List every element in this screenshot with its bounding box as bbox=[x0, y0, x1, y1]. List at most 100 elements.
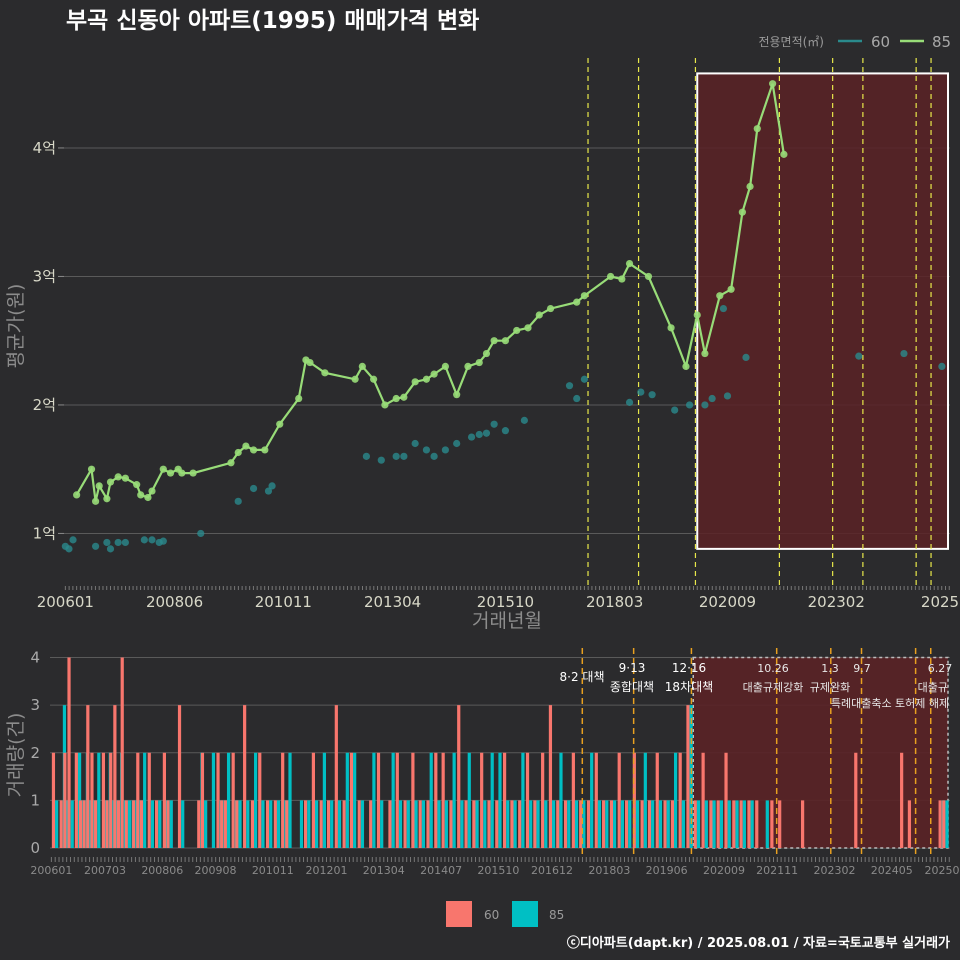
volume-bar-85 bbox=[315, 800, 319, 848]
series-85-point bbox=[727, 285, 735, 293]
series-85-point bbox=[441, 362, 449, 370]
series-85-point bbox=[121, 474, 129, 482]
volume-bar-85 bbox=[353, 752, 357, 848]
recent-period-highlight bbox=[696, 72, 949, 550]
volume-bar-60 bbox=[200, 752, 205, 848]
series-85-point bbox=[358, 362, 366, 370]
volume-bar-85 bbox=[765, 800, 769, 848]
volume-bar-85 bbox=[460, 800, 464, 848]
volume-bar-85 bbox=[475, 800, 479, 848]
volume-bar-60 bbox=[67, 657, 71, 848]
volume-x-tick-label: 201803 bbox=[588, 864, 630, 877]
highlight-box bbox=[696, 72, 949, 550]
series-85-point bbox=[667, 324, 675, 332]
series-85-point bbox=[693, 311, 701, 319]
volume-bar-60 bbox=[942, 800, 946, 848]
price-x-tick-label: 200806 bbox=[146, 593, 203, 611]
volume-bar-85 bbox=[211, 752, 216, 848]
series-60-point bbox=[268, 482, 276, 490]
volume-bar-60 bbox=[541, 752, 545, 848]
volume-bar-60 bbox=[441, 752, 445, 848]
volume-panel: 8·2 대책 9·13 종합대책 12·16 18차대책 10.26 대출규제강화 1.3 규제… bbox=[30, 648, 960, 877]
volume-bar-60 bbox=[434, 752, 438, 848]
volume-bar-60 bbox=[285, 800, 289, 848]
series-60-point bbox=[685, 401, 694, 409]
volume-bar-85 bbox=[567, 800, 571, 848]
volume-bar-60 bbox=[563, 800, 568, 848]
volume-bar-60 bbox=[778, 800, 782, 848]
volume-bar-85 bbox=[506, 800, 510, 848]
series-60-point bbox=[121, 538, 129, 547]
volume-bar-85 bbox=[269, 800, 273, 848]
legend-title: 전용면적(㎡) bbox=[758, 35, 824, 49]
volume-y-axis-label: 거래량(건) bbox=[5, 713, 27, 798]
series-85-point bbox=[513, 326, 521, 335]
series-85-point bbox=[501, 337, 510, 345]
volume-bar-60 bbox=[113, 705, 117, 848]
volume-bar-85 bbox=[673, 752, 678, 848]
price-series bbox=[61, 80, 946, 553]
series-85-point bbox=[249, 446, 258, 454]
series-85-point bbox=[430, 370, 438, 378]
volume-bar-85 bbox=[398, 800, 403, 848]
volume-bar-60 bbox=[223, 800, 227, 848]
series-60-point bbox=[430, 452, 438, 460]
volume-bar-85 bbox=[444, 800, 448, 848]
series-60-point bbox=[103, 538, 111, 547]
volume-bar-60 bbox=[586, 800, 591, 848]
series-60-point bbox=[637, 388, 645, 396]
volume-bar-85 bbox=[628, 800, 632, 848]
price-y-axis-label: 평균가(원) bbox=[5, 284, 27, 369]
volume-bar-60 bbox=[319, 800, 323, 848]
volume-bar-85 bbox=[421, 800, 426, 848]
volume-bar-60 bbox=[136, 752, 140, 848]
volume-bar-60 bbox=[716, 800, 720, 848]
volume-bar-60 bbox=[525, 752, 530, 848]
volume-x-tick-label: 201612 bbox=[531, 864, 573, 877]
volume-bar-60 bbox=[101, 752, 106, 848]
price-y-tick-label: 4억 bbox=[33, 139, 56, 157]
volume-bar-85 bbox=[597, 800, 602, 848]
volume-bar-85 bbox=[169, 800, 173, 848]
volume-y-tick-label: 1 bbox=[30, 791, 40, 809]
volume-bar-60 bbox=[609, 800, 614, 848]
series-85-point bbox=[381, 401, 389, 409]
series-85-point bbox=[261, 446, 269, 454]
volume-x-tick-label: 200806 bbox=[141, 864, 183, 877]
volume-bar-85 bbox=[238, 800, 242, 848]
annotation-date: 1.3 bbox=[821, 662, 839, 675]
volume-bar-85 bbox=[246, 800, 250, 848]
volume-bar-60 bbox=[197, 800, 201, 848]
volume-bar-85 bbox=[727, 800, 731, 848]
volume-bar-60 bbox=[411, 752, 415, 848]
volume-y-tick-label: 4 bbox=[30, 649, 40, 667]
volume-bar-85 bbox=[696, 800, 701, 848]
series-85-point bbox=[242, 442, 250, 450]
volume-bar-60 bbox=[686, 705, 690, 848]
volume-bar-85 bbox=[574, 800, 579, 848]
series-60-point bbox=[264, 487, 273, 495]
volume-bar-60 bbox=[403, 800, 407, 848]
volume-bar-60 bbox=[304, 800, 308, 848]
volume-bar-60 bbox=[640, 800, 644, 848]
series-60-point bbox=[453, 439, 461, 448]
volume-bar-85 bbox=[635, 800, 640, 848]
volume-bar-60 bbox=[647, 800, 652, 848]
volume-bar-85 bbox=[719, 800, 724, 848]
volume-legend: 60 85 bbox=[446, 901, 564, 927]
series-85-point bbox=[166, 469, 175, 477]
series-85-point bbox=[106, 478, 115, 486]
series-60-point bbox=[148, 536, 156, 544]
volume-bar-85 bbox=[559, 752, 563, 848]
volume-y-tick-label: 3 bbox=[30, 696, 40, 714]
volume-bar-60 bbox=[235, 800, 239, 848]
series-85-point bbox=[535, 311, 543, 319]
volume-bar-85 bbox=[127, 800, 132, 848]
volume-bar-85 bbox=[452, 752, 456, 848]
series-85-point bbox=[159, 465, 167, 473]
series-60-point bbox=[742, 353, 750, 362]
volume-bar-60 bbox=[250, 800, 255, 848]
series-60-point bbox=[65, 545, 73, 553]
volume-x-tick-label: 200703 bbox=[84, 864, 126, 877]
volume-y-tick-label: 0 bbox=[30, 839, 40, 857]
